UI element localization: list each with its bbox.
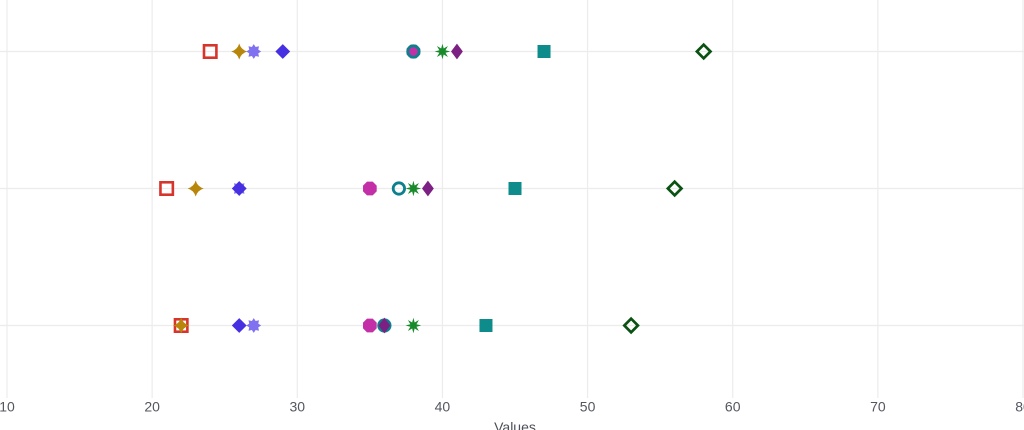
marker-star-8[interactable] [405,317,422,334]
x-tick-label: 80 [1015,399,1024,415]
marker-diamond-thin[interactable] [422,180,434,197]
marker-diamond-thin[interactable] [378,317,391,334]
marker-star-8-burst[interactable] [246,44,262,59]
x-tick-label: 10 [0,399,15,415]
marker-star-8[interactable] [434,43,451,60]
marker-circle-open[interactable] [391,181,406,196]
x-tick-label: 60 [725,399,741,415]
marker-diamond[interactable] [231,318,247,333]
marker-octagon[interactable] [363,181,377,196]
marker-square-open[interactable] [159,181,175,197]
x-tick-label: 40 [435,399,451,415]
marker-diamond-open[interactable] [622,316,640,335]
marker-square[interactable] [537,45,551,58]
marker-star-4[interactable] [187,180,204,197]
marker-diamond-open[interactable] [694,42,713,61]
marker-diamond[interactable] [275,44,291,59]
marker-star-8[interactable] [405,180,422,197]
marker-diamond-open[interactable] [665,179,684,198]
marker-diamond-thin[interactable] [451,43,463,60]
marker-circle-open[interactable] [406,44,421,59]
marker-octagon[interactable] [363,318,377,333]
marker-diamond[interactable] [231,181,247,196]
marker-square-open[interactable] [202,43,218,59]
x-tick-label: 20 [144,399,160,415]
marker-star-4[interactable] [231,43,248,60]
x-tick-label: 50 [580,399,596,415]
x-tick-label: 30 [289,399,305,415]
marker-star-4[interactable] [173,317,190,334]
marker-square[interactable] [508,182,522,195]
marker-square[interactable] [479,319,493,332]
marker-star-8-burst[interactable] [246,318,262,333]
x-axis-title: Values [494,419,536,430]
x-tick-label: 70 [870,399,886,415]
